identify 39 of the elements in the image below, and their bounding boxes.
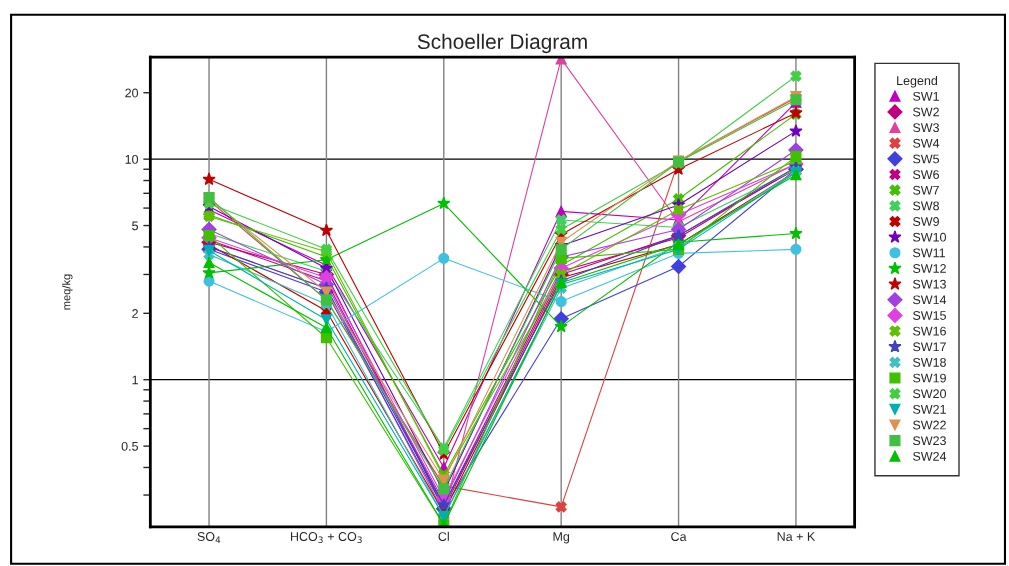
legend-label: SW9 — [913, 217, 939, 226]
y-tick-label: 2 — [132, 309, 138, 318]
legend-label: SW22 — [913, 420, 946, 430]
y-tick-label: 1 — [132, 375, 138, 385]
y-tick-label: 5 — [132, 221, 139, 231]
legend-label: SW24 — [913, 451, 947, 461]
legend-label: SW19 — [913, 373, 946, 383]
legend-label: SW3 — [913, 123, 939, 133]
legend-label: SW18 — [913, 357, 946, 367]
chart-title: Schoeller Diagram — [417, 33, 587, 54]
legend-label: SW8 — [913, 201, 939, 211]
x-tick-label: HCO$_{3}$ + CO$_{3}$ — [291, 532, 362, 544]
legend-label: SW16 — [913, 326, 946, 336]
legend-label: SW10 — [913, 232, 947, 242]
x-tick-label: Cl — [438, 531, 449, 541]
y-tick-label: 0.5 — [121, 441, 139, 451]
legend-label: SW12 — [913, 264, 946, 273]
legend-label: SW15 — [913, 311, 946, 320]
legend-label: SW21 — [913, 404, 946, 414]
legend-label: SW17 — [913, 342, 946, 352]
x-tick-label: Mg — [553, 532, 570, 544]
legend-label: SW6 — [913, 170, 939, 180]
y-axis-title: meq/kg — [62, 274, 73, 310]
x-tick-label: SO$_{4}$ — [197, 532, 221, 543]
legend-label: SW20 — [913, 389, 947, 399]
legend-label: SW5 — [913, 154, 940, 164]
legend-title: Legend — [897, 75, 938, 88]
legend-label: SW7 — [913, 185, 939, 195]
legend-label: SW14 — [913, 295, 947, 305]
legend-label: SW4 — [913, 138, 940, 148]
legend-label: SW2 — [913, 107, 939, 117]
legend-label: SW1 — [913, 91, 939, 101]
legend-label: SW13 — [913, 279, 946, 289]
y-tick-label: 20 — [125, 88, 139, 98]
x-tick-label: Ca — [671, 532, 687, 541]
x-tick-label: Na + K — [777, 532, 816, 541]
legend-label: SW23 — [913, 436, 946, 446]
legend-label: SW11 — [913, 248, 945, 258]
y-tick-label: 10 — [125, 154, 139, 164]
